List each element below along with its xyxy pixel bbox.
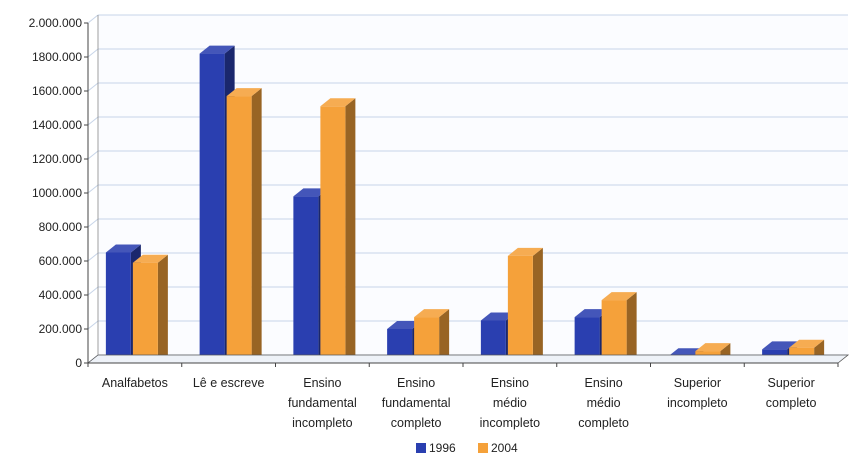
bar-2004 — [132, 254, 168, 363]
x-category-label-line: completo — [766, 396, 817, 410]
x-category-label-line: Ensino — [585, 376, 623, 390]
bar-front-face — [199, 53, 225, 363]
y-tick-label: 400.000 — [39, 288, 83, 302]
y-tick-label: 1200.000 — [32, 152, 82, 166]
bar-2004 — [320, 98, 356, 364]
bar-2004 — [507, 247, 543, 363]
x-category-label: Analfabetos — [102, 376, 168, 390]
bar-front-face — [320, 106, 346, 364]
y-tick-label: 600.000 — [39, 254, 83, 268]
x-category-label: Ensino médio incompleto — [480, 376, 540, 430]
y-tick-label: 200.000 — [39, 322, 83, 336]
gridline-depth — [87, 14, 99, 24]
axes — [84, 15, 850, 367]
bar-front-face — [507, 255, 533, 363]
bar-top-face — [414, 309, 450, 318]
x-category-label: Superior incompleto — [667, 376, 727, 410]
bar-2004 — [601, 292, 637, 363]
bar-top-face — [293, 188, 329, 197]
bar-top-face — [601, 292, 637, 301]
bar-top-face — [480, 312, 516, 321]
legend-swatch-2004 — [478, 443, 488, 453]
bar-top-face — [507, 247, 543, 256]
y-tick-label: 2.000.000 — [29, 16, 83, 30]
gridline-depth — [87, 116, 99, 126]
x-category-label-line: incompleto — [292, 416, 352, 430]
bar-side-face — [157, 254, 168, 363]
x-category-label: Ensino fundamental completo — [382, 376, 451, 430]
legend: 1996 2004 — [416, 441, 518, 455]
x-category-label-line: Superior — [768, 376, 815, 390]
bar-top-face — [789, 339, 825, 348]
x-category-label-line: Superior — [674, 376, 721, 390]
bar-top-face — [226, 88, 262, 97]
y-tick-label: 1000.000 — [32, 186, 82, 200]
x-category-label-line: fundamental — [288, 396, 357, 410]
y-tick-labels: 0 200.000 400.000 600.000 800.000 1000.000 120… — [29, 16, 83, 370]
bar-side-face — [251, 88, 262, 363]
x-category-label: Superior completo — [766, 376, 817, 410]
bar-front-face — [105, 252, 131, 363]
x-category-label-line: médio — [587, 396, 621, 410]
bar-2004 — [226, 88, 262, 363]
gridline-depth — [87, 286, 99, 296]
x-category-label-line: incompleto — [480, 416, 540, 430]
x-category-label: Ensino fundamental incompleto — [288, 376, 357, 430]
gridline-depth — [87, 252, 99, 262]
gridline-depth — [87, 150, 99, 160]
bar-top-face — [695, 343, 731, 352]
legend-label-2004: 2004 — [491, 441, 518, 455]
bar-front-face — [601, 300, 627, 363]
bar-front-face — [132, 262, 158, 363]
y-tick-label: 1800.000 — [32, 50, 82, 64]
x-category-label-line: Analfabetos — [102, 376, 168, 390]
bar-top-face — [132, 254, 168, 263]
x-category-label-line: completo — [391, 416, 442, 430]
x-category-label: Lê e escreve — [193, 376, 265, 390]
x-category-label-line: Lê e escreve — [193, 376, 265, 390]
gridline-depth — [87, 218, 99, 228]
x-category-label-line: médio — [493, 396, 527, 410]
bar-side-face — [626, 292, 637, 363]
bar-side-face — [345, 98, 356, 364]
y-tick-label: 1600.000 — [32, 84, 82, 98]
bar-top-face — [387, 321, 423, 329]
x-category-label-line: Ensino — [303, 376, 341, 390]
gridline-depth — [87, 82, 99, 92]
y-tick-label: 800.000 — [39, 220, 83, 234]
x-category-label-line: Ensino — [491, 376, 529, 390]
bar-top-face — [574, 309, 610, 318]
bar-side-face — [439, 309, 450, 363]
x-category-labels: Analfabetos Lê e escreve Ensino fundamental… — [102, 376, 817, 430]
bar-top-face — [668, 348, 704, 357]
bar-side-face — [532, 247, 543, 363]
legend-label-1996: 1996 — [429, 441, 456, 455]
x-category-label-line: Ensino — [397, 376, 435, 390]
x-category-label-line: fundamental — [382, 396, 451, 410]
x-category-label-line: completo — [578, 416, 629, 430]
bar-front-face — [226, 96, 252, 363]
bar-top-face — [105, 244, 141, 253]
gridline-depth — [87, 320, 99, 330]
x-category-label: Ensino médio completo — [578, 376, 629, 430]
gridline-depth — [87, 48, 99, 58]
gridline-depth — [87, 184, 99, 194]
legend-swatch-1996 — [416, 443, 426, 453]
y-tick-label: 0 — [75, 356, 82, 370]
x-category-label-line: incompleto — [667, 396, 727, 410]
bar-front-face — [293, 196, 319, 363]
y-tick-label: 1400.000 — [32, 118, 82, 132]
bar-top-face — [320, 98, 356, 107]
bar-top-face — [199, 45, 235, 54]
plot-floor — [86, 354, 850, 364]
bar-top-face — [762, 341, 798, 350]
